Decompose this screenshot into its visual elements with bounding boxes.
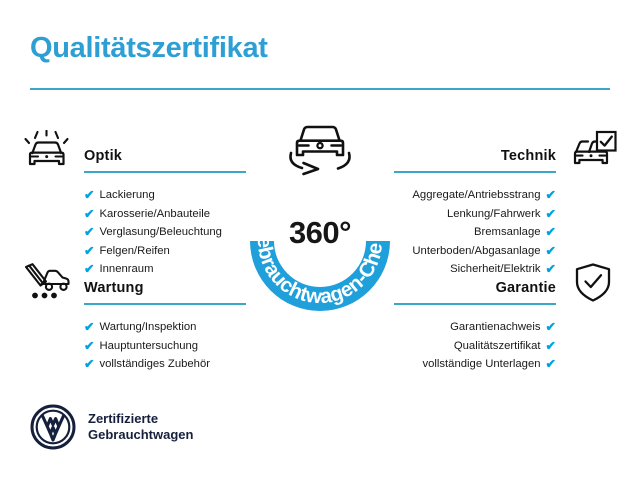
check-icon: ✔ [545,338,556,353]
list-item-label: Hauptuntersuchung [99,339,199,352]
check-icon: ✔ [84,262,95,276]
section-underline-technik [394,171,556,173]
section-optik: Optik ✔ Lackierung ✔ Karosserie/Anbauteile… [22,129,247,279]
checklist-optik: ✔ Lackierung ✔ Karosserie/Anbauteile ✔ Verg… [22,186,247,279]
section-underline-wartung [84,303,246,305]
check-icon: ✔ [84,338,95,353]
section-header-garantie: Garantie [393,262,618,308]
list-item: Bremsanlage ✔ [393,223,618,242]
car-shine-icon [22,129,72,172]
check-icon: ✔ [545,243,556,258]
section-header-technik: Technik [393,130,618,176]
vw-logo-line2: Gebrauchtwagen [88,427,194,442]
list-item: Aggregate/Antriebsstrang ✔ [393,186,618,205]
section-title-wartung: Wartung [84,280,144,296]
check-icon: ✔ [84,206,95,221]
vw-logo-icon [30,404,76,450]
list-item-label: Sicherheit/Elektrik [450,263,541,275]
car-rotate-icon [282,120,358,180]
check-icon: ✔ [84,320,95,334]
list-item: Lenkung/Fahrwerk ✔ [393,205,618,224]
vw-logo-text: Zertifizierte Gebrauchtwagen [88,411,193,444]
list-item: ✔ Innenraum [22,260,247,279]
list-item: ✔ Felgen/Reifen [22,242,247,261]
list-item: Sicherheit/Elektrik ✔ [393,260,618,279]
list-item: ✔ Karosserie/Anbauteile [22,205,247,224]
section-header-wartung: Wartung [22,262,247,308]
list-item: ✔ Wartung/Inspektion [22,318,247,337]
check-icon: ✔ [84,357,95,371]
check-icon: ✔ [84,225,95,239]
section-garantie: Garantie Garantienachweis ✔ Qualitätszert… [393,262,618,374]
list-item-label: Innenraum [99,263,154,275]
list-item: Unterboden/Abgasanlage ✔ [393,242,618,261]
checklist-garantie: Garantienachweis ✔ Qualitätszertifikat ✔ v… [393,318,618,374]
checklist-wartung: ✔ Wartung/Inspektion ✔ Hauptuntersuchung ✔… [22,318,247,374]
list-item-label: Verglasung/Beleuchtung [99,226,222,238]
shield-check-icon [568,262,618,304]
ring-shape [250,241,390,311]
section-underline-optik [84,171,246,173]
title-divider [30,88,610,90]
section-title-technik: Technik [500,148,556,164]
check-icon: ✔ [545,188,556,202]
check-icon: ✔ [84,188,95,202]
section-technik: Technik Aggregate/Antriebsstrang ✔ Lenkun… [393,130,618,279]
section-wartung: Wartung ✔ Wartung/Inspektion ✔ Hauptunters… [22,262,247,374]
list-item: vollständige Unterlagen ✔ [393,355,618,374]
list-item-label: Wartung/Inspektion [99,321,197,333]
list-item-label: Lenkung/Fahrwerk [446,207,541,220]
list-item-label: vollständiges Zubehör [99,358,211,370]
check-icon: ✔ [84,243,95,258]
car-maintenance-pen-icon [22,262,72,304]
check-icon: ✔ [545,206,556,221]
check-icon: ✔ [545,320,556,334]
check-icon: ✔ [545,225,556,239]
car-checkbox-icon [568,130,618,172]
section-title-optik: Optik [84,148,123,164]
section-header-optik: Optik [22,129,247,176]
list-item-label: Karosserie/Anbauteile [99,207,211,220]
list-item: ✔ Hauptuntersuchung [22,337,247,356]
section-underline-garantie [394,303,556,305]
list-item-label: Garantienachweis [450,321,541,333]
check-icon: ✔ [545,262,556,276]
badge-ring: Gebrauchtwagen-Check [236,163,390,311]
list-item-label: Bremsanlage [473,226,541,238]
page-title: Qualitätszertifikat [30,32,268,64]
badge-degrees: 360° [288,215,352,250]
badge-360-gebrauchtwagen-check: Gebrauchtwagen-Check 360° [236,120,404,320]
vw-certified-logo-block: Zertifizierte Gebrauchtwagen [30,404,193,450]
section-title-garantie: Garantie [495,280,556,296]
list-item-label: Qualitätszertifikat [453,339,541,352]
list-item-label: Lackierung [99,189,155,201]
list-item: ✔ vollständiges Zubehör [22,355,247,374]
list-item: ✔ Verglasung/Beleuchtung [22,223,247,242]
list-item: Garantienachweis ✔ [393,318,618,337]
list-item-label: Unterboden/Abgasanlage [412,244,541,257]
list-item: Qualitätszertifikat ✔ [393,337,618,356]
list-item-label: Aggregate/Antriebsstrang [412,189,541,201]
checklist-technik: Aggregate/Antriebsstrang ✔ Lenkung/Fahrwe… [393,186,618,279]
vw-logo-line1: Zertifizierte [88,410,159,426]
check-icon: ✔ [545,357,556,371]
list-item-label: Felgen/Reifen [99,244,170,257]
list-item-label: vollständige Unterlagen [422,358,541,370]
list-item: ✔ Lackierung [22,186,247,205]
